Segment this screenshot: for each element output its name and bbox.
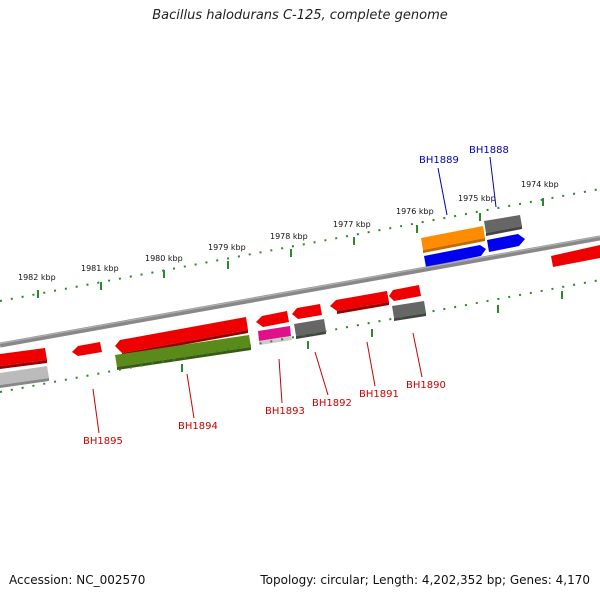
- gene-bh1894-olive-feature[interactable]: [115, 335, 251, 367]
- gene-label-bh1894[interactable]: BH1894: [178, 421, 218, 432]
- gene-bh1889-feature[interactable]: [421, 226, 485, 250]
- gene-right-red-feature[interactable]: [551, 245, 600, 267]
- forward-strand-features: [421, 215, 600, 267]
- gene-label-bh1889[interactable]: BH1889: [419, 155, 459, 166]
- inner-tick-track: [0, 279, 600, 393]
- kbp-label: 1979 kbp: [208, 243, 246, 252]
- kbp-label: 1980 kbp: [145, 254, 183, 263]
- gene-bh1890-feature[interactable]: [389, 285, 421, 301]
- kbp-label: 1978 kbp: [270, 232, 308, 241]
- gene-left-gray-feature[interactable]: [0, 366, 49, 385]
- gene-label-bh1891[interactable]: BH1891: [359, 389, 399, 400]
- genome-summary-text: Topology: circular; Length: 4,202,352 bp…: [260, 573, 590, 587]
- gene-bh1891-feature[interactable]: [330, 291, 389, 311]
- kbp-label: 1974 kbp: [521, 180, 559, 189]
- kbp-label: 1981 kbp: [81, 264, 119, 273]
- accession-text: Accession: NC_002570: [9, 573, 146, 587]
- kbp-label: 1975 kbp: [458, 194, 496, 203]
- outer-tick-track: [0, 188, 600, 302]
- gene-bh1892-feature[interactable]: [292, 304, 322, 319]
- gene-label-bh1893[interactable]: BH1893: [265, 406, 305, 417]
- kbp-label: 1976 kbp: [396, 207, 434, 216]
- gene-bh1889-arrow[interactable]: [424, 245, 486, 267]
- map-title: Bacillus halodurans C-125, complete geno…: [152, 8, 448, 23]
- gene-bh1892-gray-feature[interactable]: [294, 319, 326, 336]
- callout-lines: [92, 156, 497, 434]
- gene-bh1894-feature[interactable]: [115, 317, 248, 353]
- gene-label-bh1892[interactable]: BH1892: [312, 398, 352, 409]
- kbp-label: 1977 kbp: [333, 220, 371, 229]
- gene-bh1893-magenta-feature[interactable]: [258, 326, 291, 341]
- gene-bh1890-gray-feature[interactable]: [392, 301, 426, 318]
- gene-small-red-feature[interactable]: [72, 342, 102, 356]
- gene-label-bh1890[interactable]: BH1890: [406, 380, 446, 391]
- gene-label-bh1895[interactable]: BH1895: [83, 436, 123, 447]
- gene-label-bh1888[interactable]: BH1888: [469, 145, 509, 156]
- gene-bh1888-feature[interactable]: [484, 215, 522, 233]
- gene-bh1888-arrow[interactable]: [487, 234, 525, 252]
- reverse-strand-features: [0, 285, 426, 388]
- gene-label-group: BH1889 BH1888 BH1895 BH1894 BH1893 BH189…: [83, 145, 509, 447]
- gene-bh1893-feature[interactable]: [256, 311, 289, 327]
- genome-backbone: [0, 235, 600, 348]
- kbp-label: 1982 kbp: [18, 273, 56, 282]
- kbp-label-group: 1982 kbp 1981 kbp 1980 kbp 1979 kbp 1978…: [18, 180, 559, 282]
